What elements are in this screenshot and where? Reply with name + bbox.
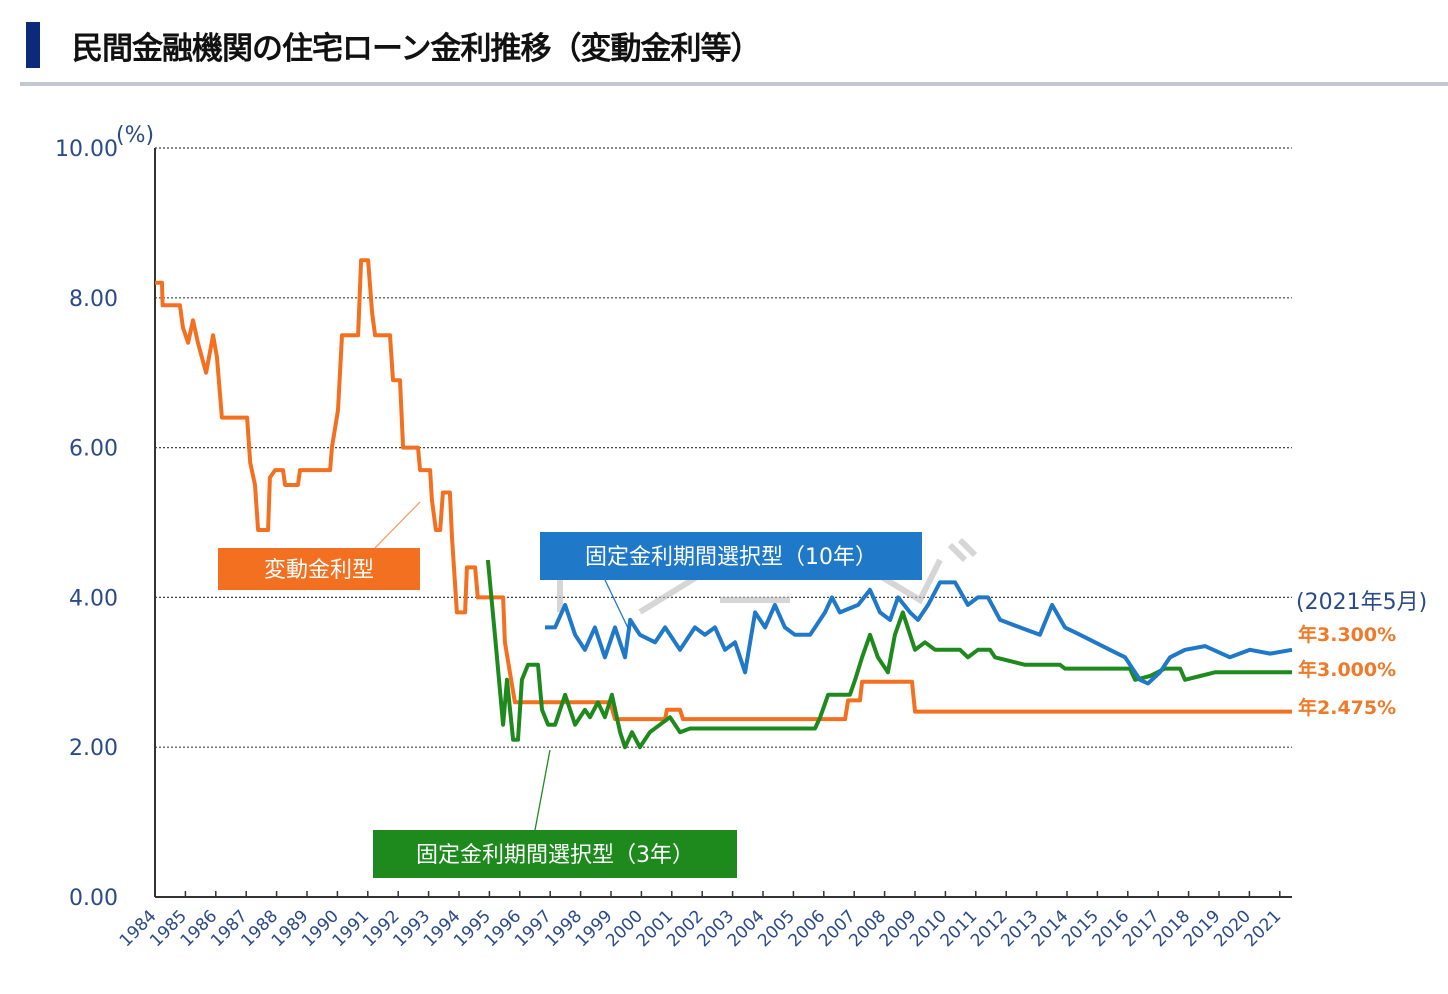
end-value-label: 年3.300% [1298, 623, 1396, 646]
end-value-label: 年3.000% [1298, 658, 1396, 681]
callout-box [540, 532, 922, 580]
series-line-2 [545, 580, 1293, 686]
series-label: 変動金利型 [264, 558, 374, 583]
callout-leader [374, 501, 421, 549]
y-axis-unit: (%) [116, 123, 154, 148]
y-tick-label: 6.00 [69, 437, 118, 462]
header: 民間金融機関の住宅ローン金利推移（変動金利等） [26, 22, 761, 68]
page-title: 民間金融機関の住宅ローン金利推移（変動金利等） [72, 30, 761, 67]
y-tick-label: 0.00 [69, 886, 118, 911]
callout-box [218, 548, 420, 590]
y-tick-label: 8.00 [69, 287, 118, 312]
watermark [557, 537, 978, 615]
series-line-0 [155, 258, 1292, 722]
title-accent-bar [26, 22, 40, 68]
callout-box [373, 830, 737, 878]
callout-leader [604, 579, 629, 629]
y-tick-label: 2.00 [69, 736, 118, 761]
y-tick-label: 10.00 [55, 137, 118, 162]
series-label: 固定金利期間選択型（3年） [416, 843, 694, 868]
annotation-date: (2021年5月) [1296, 590, 1427, 615]
y-tick-label: 4.00 [69, 586, 118, 611]
callout-leader [534, 749, 551, 831]
end-value-label: 年2.475% [1298, 696, 1396, 719]
title-divider [20, 82, 1448, 86]
series-label: 固定金利期間選択型（10年） [585, 545, 877, 570]
series-line-1 [485, 559, 1292, 750]
